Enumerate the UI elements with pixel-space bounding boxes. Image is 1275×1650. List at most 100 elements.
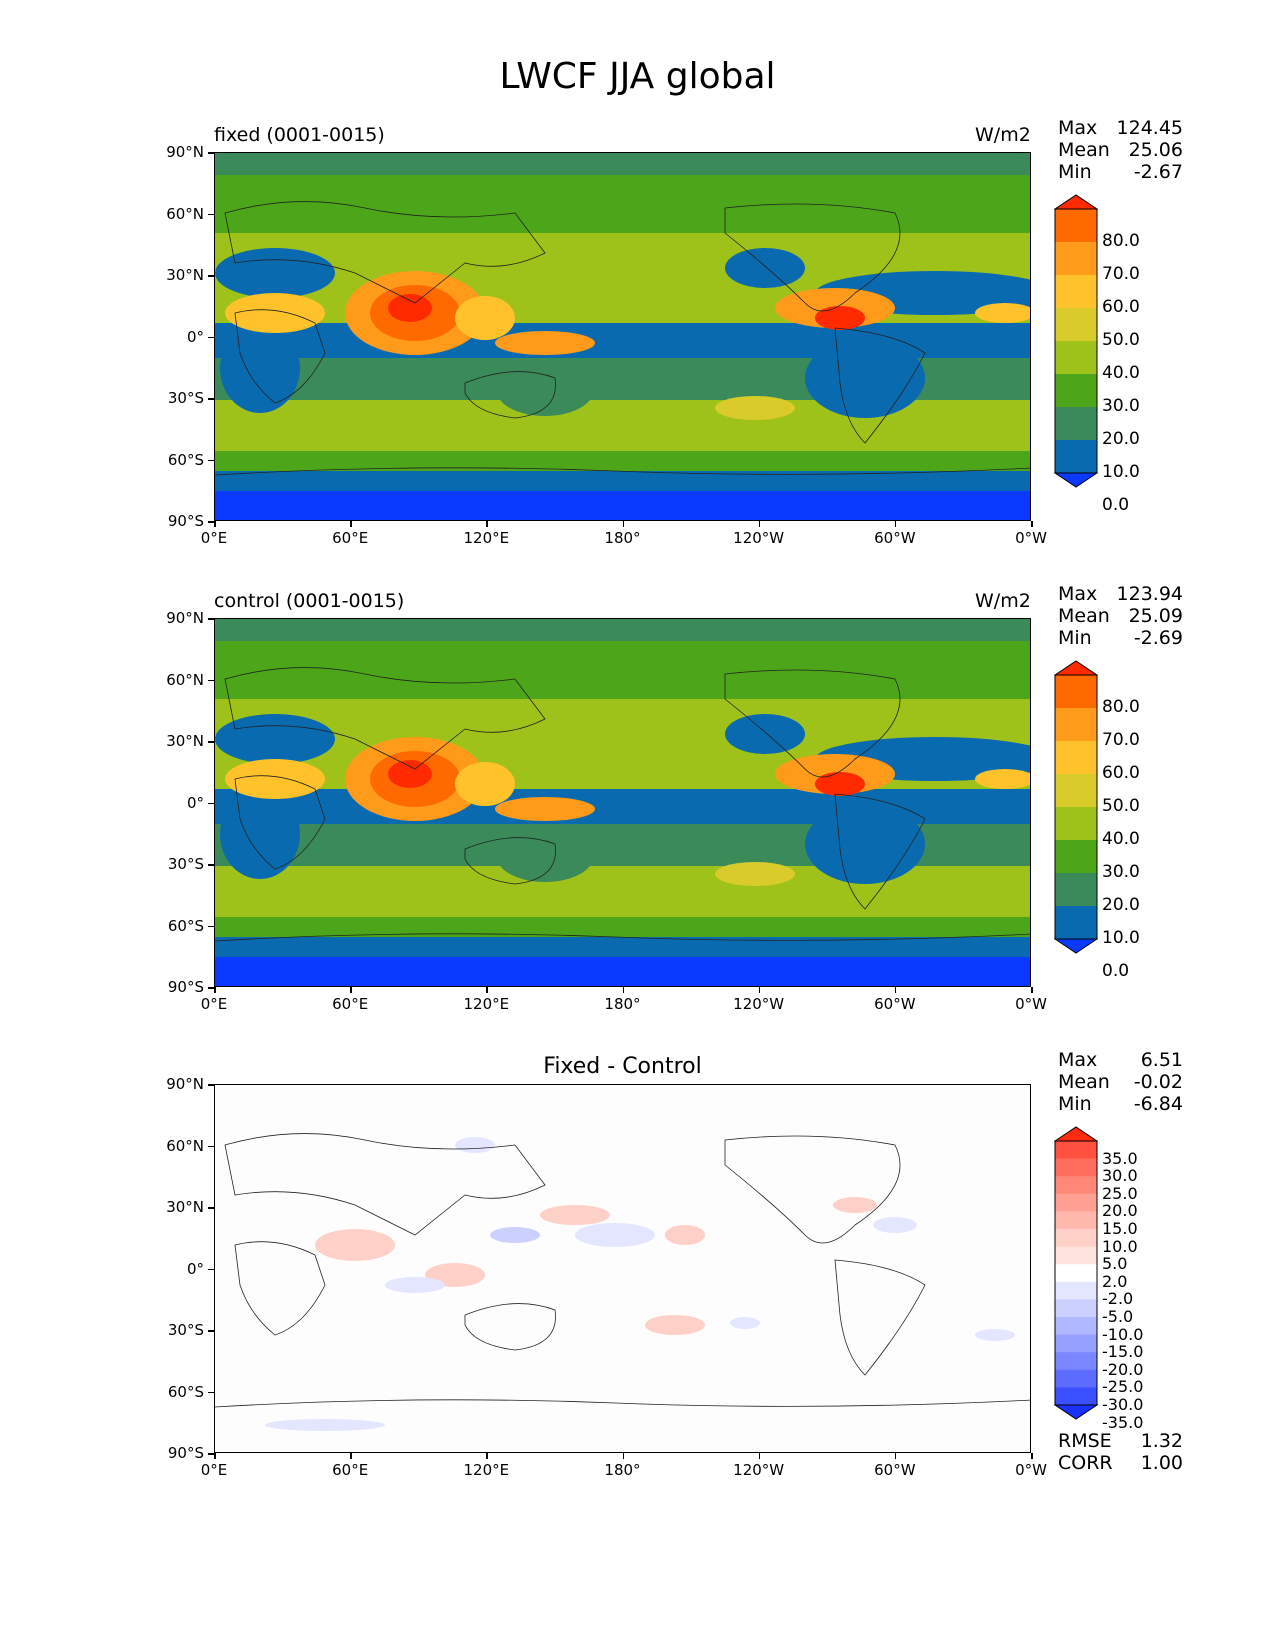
- lon-tick-mark: [214, 987, 216, 993]
- colorbar-bin: [1055, 840, 1097, 874]
- lat-tick-mark: [208, 213, 214, 215]
- colorbar-bin: [1055, 1387, 1097, 1406]
- panel-title: control (0001-0015): [214, 590, 405, 612]
- colorbar-bin: [1055, 308, 1097, 342]
- lat-tick-label: 0°: [186, 793, 204, 812]
- colorbar-level-label: 10.0: [1102, 462, 1140, 482]
- mean-label: Mean: [1058, 1071, 1110, 1093]
- lat-tick-label: 30°S: [167, 1321, 204, 1339]
- rmse-label: RMSE: [1058, 1430, 1112, 1452]
- map-difference: [214, 1084, 1031, 1453]
- colorbar-level-label: -35.0: [1102, 1412, 1144, 1432]
- colorbar-bin: [1055, 873, 1097, 907]
- lon-tick-label: 180°: [604, 529, 641, 547]
- colorbar-bin: [1055, 242, 1097, 276]
- lat-tick-label: 60°N: [166, 1136, 204, 1155]
- colorbar-bin: [1055, 1352, 1097, 1371]
- lon-tick-mark: [350, 987, 352, 993]
- colorbar-bin: [1055, 708, 1097, 742]
- colorbar-bin: [1055, 440, 1097, 474]
- lat-tick-mark: [208, 925, 214, 927]
- stats-block: Max 123.94 Mean 25.09 Min -2.69: [1058, 583, 1183, 649]
- max-label: Max: [1058, 583, 1098, 605]
- colorbar-level-label: 30.0: [1102, 1166, 1138, 1186]
- lat-tick-mark: [208, 275, 214, 277]
- stats-block: Max 124.45 Mean 25.06 Min -2.67: [1058, 117, 1183, 183]
- lat-tick-label: 0°: [186, 327, 204, 346]
- colorbar-extend-max: [1053, 1126, 1099, 1142]
- min-value: -2.69: [1133, 627, 1183, 649]
- lat-tick-label: 30°N: [166, 732, 204, 750]
- colorbar-bin: [1055, 374, 1097, 408]
- colorbar-bin: [1055, 1281, 1097, 1300]
- lon-tick-mark: [486, 1453, 488, 1459]
- colorbar-level-label: 70.0: [1102, 730, 1140, 750]
- colorbar-bin: [1055, 1141, 1097, 1160]
- colorbar-level-label: 80.0: [1102, 697, 1140, 717]
- colorbar-bin: [1055, 1193, 1097, 1212]
- lon-tick-mark: [214, 1453, 216, 1459]
- stats-block: Max 6.51 Mean -0.02 Min -6.84: [1058, 1049, 1183, 1115]
- max-value: 124.45: [1116, 117, 1183, 139]
- field-map: [215, 153, 1030, 520]
- lat-tick-mark: [208, 802, 214, 804]
- lat-tick-label: 30°N: [166, 1198, 204, 1216]
- colorbar-level-label: 60.0: [1102, 763, 1140, 783]
- colorbar-bin: [1055, 275, 1097, 309]
- lon-tick-label: 0°E: [200, 1461, 228, 1479]
- mean-label: Mean: [1058, 605, 1110, 627]
- colorbar-level-label: 40.0: [1102, 363, 1140, 383]
- lon-tick-mark: [350, 1453, 352, 1459]
- min-label: Min: [1058, 627, 1092, 649]
- lat-tick-mark: [208, 521, 214, 523]
- lat-tick-mark: [208, 1453, 214, 1455]
- colorbar-level-label: 0.0: [1102, 495, 1130, 515]
- map-fixed: [214, 152, 1031, 521]
- lon-tick-mark: [350, 521, 352, 527]
- lat-tick-mark: [208, 1084, 214, 1086]
- units-label: W/m2: [975, 590, 1031, 612]
- colorbar-level-label: 40.0: [1102, 829, 1140, 849]
- lat-tick-label: 60°N: [166, 204, 204, 223]
- lon-tick-mark: [894, 521, 897, 527]
- colorbar-level-label: 80.0: [1102, 231, 1140, 251]
- max-value: 6.51: [1140, 1049, 1183, 1071]
- colorbar-level-label: 20.0: [1102, 429, 1140, 449]
- lat-tick-mark: [208, 398, 214, 400]
- lat-tick-label: 90°N: [166, 1075, 204, 1093]
- colorbar-level-label: 10.0: [1102, 1236, 1138, 1256]
- colorbar-bin: [1055, 1211, 1097, 1230]
- max-label: Max: [1058, 1049, 1098, 1071]
- lon-tick-mark: [486, 987, 488, 993]
- lon-tick-mark: [894, 1453, 897, 1459]
- units-label: W/m2: [975, 124, 1031, 146]
- mean-value: 25.09: [1128, 605, 1183, 627]
- lon-tick-label: 0°E: [200, 995, 228, 1013]
- lat-tick-label: 90°S: [167, 978, 204, 996]
- error-stats: RMSE 1.32 CORR 1.00: [1058, 1430, 1183, 1474]
- colorbar-level-label: 50.0: [1102, 330, 1140, 350]
- field-map: [215, 1085, 1030, 1452]
- panel-fixed: fixed (0001-0015) W/m2 Max 124.45 Mean 25.…: [0, 0, 1275, 521]
- colorbar-level-label: -25.0: [1102, 1377, 1144, 1397]
- colorbar: [1053, 194, 1099, 492]
- panel-control: control (0001-0015) W/m2 Max 123.94 Mean 2…: [0, 0, 1275, 987]
- lon-tick-mark: [486, 521, 488, 527]
- lon-tick-mark: [758, 987, 761, 993]
- lat-tick-label: 90°S: [167, 512, 204, 530]
- mean-value: -0.02: [1133, 1071, 1183, 1093]
- colorbar-level-label: 5.0: [1102, 1254, 1128, 1274]
- min-value: -6.84: [1133, 1093, 1183, 1115]
- lon-tick-mark: [622, 1453, 624, 1459]
- colorbar: [1053, 1126, 1099, 1424]
- lon-tick-label: 120°W: [733, 995, 785, 1013]
- corr-label: CORR: [1058, 1452, 1113, 1474]
- lon-tick-label: 180°: [604, 1461, 641, 1479]
- colorbar-frame: [1054, 674, 1098, 940]
- figure-title: LWCF JJA global: [499, 56, 776, 97]
- lat-tick-mark: [208, 1145, 214, 1147]
- colorbar-level-label: -15.0: [1102, 1342, 1144, 1362]
- lon-tick-mark: [894, 987, 897, 993]
- lon-tick-label: 60°E: [332, 529, 369, 547]
- colorbar-level-label: 60.0: [1102, 297, 1140, 317]
